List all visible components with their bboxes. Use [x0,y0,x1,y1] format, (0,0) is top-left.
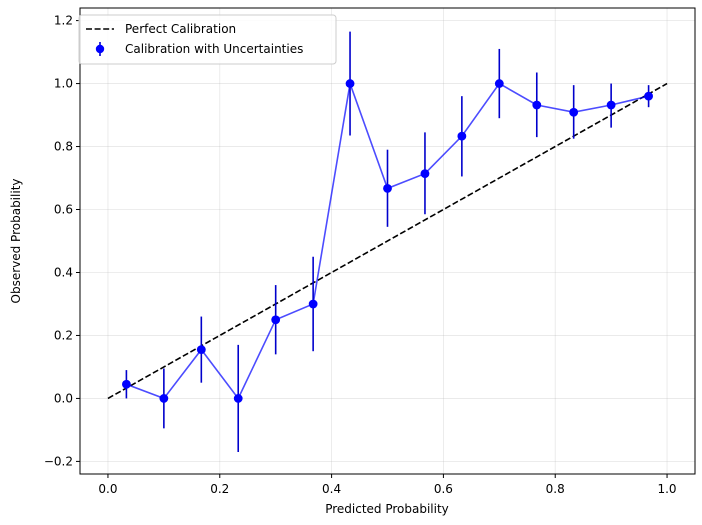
x-tick-label: 0.2 [210,482,229,496]
y-tick-label: 0.0 [54,391,73,405]
data-point [606,100,616,110]
y-tick-label: 0.2 [54,328,73,342]
x-tick-label: 0.0 [98,482,117,496]
y-tick-label: 0.8 [54,140,73,154]
data-point [159,394,169,403]
grid [80,8,695,474]
legend-perfect-calibration-label: Perfect Calibration [125,22,236,36]
legend-box [78,14,337,65]
x-tick-label: 1.0 [657,482,676,496]
x-axis-ticks: 0.0 0.2 0.4 0.6 0.8 1.0 [98,474,677,496]
data-point [569,107,579,117]
x-tick-label: 0.4 [322,482,341,496]
legend-calibration-uncertainties-label: Calibration with Uncertainties [125,42,303,56]
legend-errorbar-swatch-marker [95,44,105,54]
y-tick-label: 1.0 [54,77,73,91]
x-tick-label: 0.8 [546,482,565,496]
y-tick-label: −0.2 [44,454,73,468]
x-axis-label: Predicted Probability [325,502,449,516]
data-point [644,91,653,101]
data-point [457,131,467,141]
y-axis-label: Observed Probability [9,179,23,304]
data-point [532,100,542,110]
y-tick-label: 1.2 [54,14,73,28]
y-tick-label: 0.6 [54,203,73,217]
data-point [271,315,281,325]
data-point [122,379,131,389]
data-point [233,394,243,403]
data-point [196,345,206,355]
calibration-series-layer [122,31,653,452]
data-point [420,169,430,179]
data-point [494,79,504,88]
data-point [308,299,318,309]
plot-frame [79,7,696,475]
perfect-calibration-layer [107,82,668,400]
data-point [345,79,355,88]
perfect-calibration-line [107,82,668,400]
y-tick-label: 0.4 [54,265,73,279]
legend: Perfect Calibration Calibration with Unc… [78,14,337,65]
y-axis-ticks: −0.2 0.0 0.2 0.4 0.6 0.8 1.0 1.2 [44,14,80,468]
data-point [383,184,392,193]
x-tick-label: 0.6 [434,482,453,496]
